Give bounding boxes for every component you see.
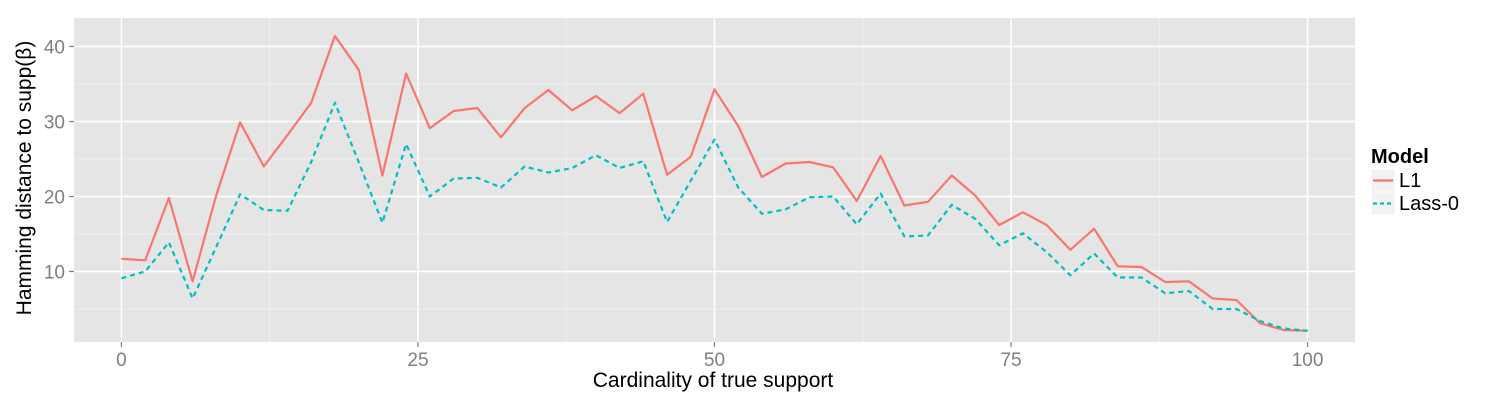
x-tick-label: 100 [1292, 350, 1324, 371]
y-tick-label: 30 [44, 113, 65, 134]
y-tick-label: 10 [44, 263, 65, 284]
legend-title: Model [1371, 146, 1429, 168]
x-axis-label: Cardinality of true support [593, 369, 834, 392]
major-gridlines [74, 18, 1355, 342]
x-tick-label: 25 [407, 350, 428, 371]
series-layer [121, 34, 1308, 332]
y-axis-ticks: 10 20 30 40 [44, 38, 74, 284]
legend-label: L1 [1399, 170, 1421, 192]
y-tick-label: 20 [44, 188, 65, 209]
y-tick-label: 40 [44, 38, 65, 59]
x-axis-ticks: 0 25 50 75 100 [116, 342, 1323, 371]
series-line-l1 [121, 34, 1308, 332]
y-axis-label: Hamming distance to supp(β) [13, 41, 36, 316]
series-line-lass-0 [121, 101, 1308, 332]
x-tick-label: 75 [1000, 350, 1021, 371]
legend-label: Lass-0 [1399, 193, 1459, 215]
x-tick-label: 50 [704, 350, 725, 371]
x-tick-label: 0 [116, 350, 127, 371]
